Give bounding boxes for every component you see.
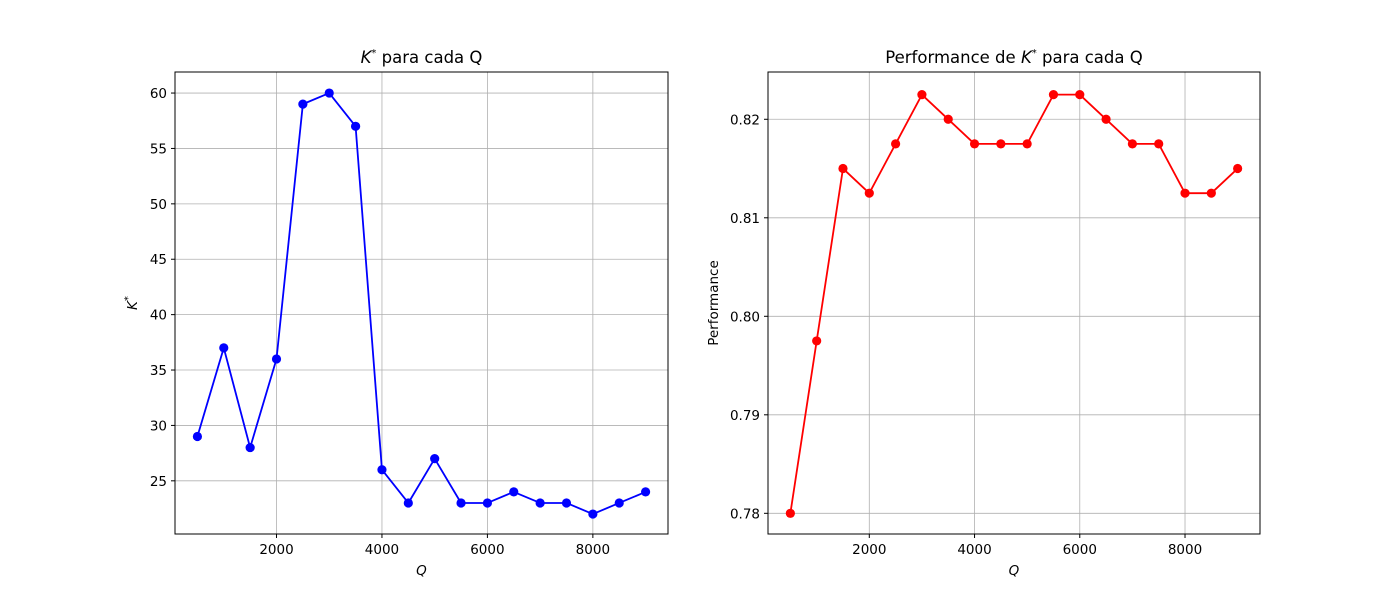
data-point bbox=[838, 163, 848, 174]
x-tick-label: 4000 bbox=[365, 542, 399, 558]
chart-title: K* para cada Q bbox=[361, 48, 483, 67]
x-tick-label: 6000 bbox=[1063, 542, 1097, 558]
y-tick-label: 60 bbox=[150, 86, 167, 102]
plot-frame bbox=[767, 71, 1261, 535]
data-point bbox=[1075, 90, 1085, 100]
y-axis-superscript: * bbox=[123, 296, 134, 301]
data-point bbox=[561, 498, 572, 508]
x-tick-label: 2000 bbox=[259, 542, 293, 558]
data-point bbox=[456, 498, 466, 508]
data-point bbox=[509, 487, 519, 497]
y-axis-label: Performance bbox=[706, 260, 722, 346]
data-point bbox=[1127, 139, 1137, 149]
title-symbol: K bbox=[1021, 48, 1033, 67]
chart-title: Performance de K* para cada Q bbox=[885, 48, 1143, 67]
y-tick-label: 55 bbox=[150, 141, 167, 157]
data-point bbox=[917, 90, 927, 100]
data-point bbox=[350, 121, 361, 131]
data-point bbox=[1206, 188, 1216, 198]
chart-performance: 2000 4000 6000 8000 0.78 0.79 0.80 0.81 0.82 Perf… bbox=[706, 48, 1261, 579]
y-tick-label: 0.80 bbox=[730, 309, 760, 325]
x-tick-label: 8000 bbox=[576, 542, 610, 558]
y-tick-label: 50 bbox=[150, 197, 167, 213]
series-line bbox=[196, 92, 646, 515]
x-tick-label: 2000 bbox=[852, 542, 886, 558]
data-point bbox=[403, 498, 413, 508]
data-point bbox=[1154, 139, 1164, 149]
y-tick-label: 0.81 bbox=[730, 211, 760, 227]
y-tick-label: 25 bbox=[150, 474, 167, 490]
data-point bbox=[192, 431, 203, 442]
data-point bbox=[1180, 188, 1190, 198]
title-superscript: * bbox=[1032, 48, 1037, 59]
data-point bbox=[324, 88, 334, 98]
data-point bbox=[271, 354, 282, 364]
data-point bbox=[1022, 139, 1032, 149]
y-axis-symbol: K bbox=[125, 300, 141, 310]
data-point bbox=[298, 99, 308, 109]
x-axis-label: Q bbox=[1009, 563, 1020, 579]
series-line bbox=[789, 93, 1239, 514]
y-axis-label-text: Performance bbox=[706, 260, 722, 346]
plot-frame bbox=[174, 71, 669, 535]
data-point bbox=[614, 498, 624, 508]
data-point bbox=[943, 114, 953, 124]
y-tick-label: 0.82 bbox=[730, 112, 760, 128]
data-point bbox=[864, 188, 874, 198]
data-point bbox=[377, 465, 387, 475]
title-suffix: para cada Q bbox=[376, 48, 482, 67]
y-tick-label: 45 bbox=[150, 252, 167, 268]
data-point bbox=[891, 139, 901, 149]
x-tick-label: 8000 bbox=[1168, 542, 1202, 558]
data-point bbox=[219, 343, 229, 353]
title-suffix: para cada Q bbox=[1037, 48, 1143, 67]
data-point bbox=[535, 498, 545, 508]
data-point bbox=[1048, 90, 1059, 100]
title-symbol: K bbox=[361, 48, 373, 67]
y-tick-label: 0.79 bbox=[730, 408, 760, 424]
data-point bbox=[588, 509, 598, 519]
title-superscript: * bbox=[371, 48, 376, 59]
data-point bbox=[969, 139, 980, 149]
data-point bbox=[996, 139, 1006, 149]
y-tick-label: 0.78 bbox=[730, 506, 760, 522]
y-axis-label: K* bbox=[123, 296, 141, 310]
y-tick-label: 40 bbox=[150, 308, 167, 324]
data-point bbox=[812, 336, 822, 346]
data-point bbox=[482, 498, 493, 508]
data-point bbox=[640, 487, 651, 497]
data-point bbox=[785, 508, 795, 518]
y-tick-label: 30 bbox=[150, 418, 167, 434]
x-tick-label: 4000 bbox=[957, 542, 991, 558]
x-axis-label: Q bbox=[416, 563, 427, 579]
data-point bbox=[1233, 163, 1243, 174]
data-point bbox=[245, 442, 255, 453]
data-point bbox=[1101, 114, 1111, 124]
title-prefix: Performance de bbox=[885, 48, 1021, 67]
x-tick-label: 6000 bbox=[470, 542, 504, 558]
data-point bbox=[430, 454, 440, 464]
y-tick-label: 35 bbox=[150, 363, 167, 379]
